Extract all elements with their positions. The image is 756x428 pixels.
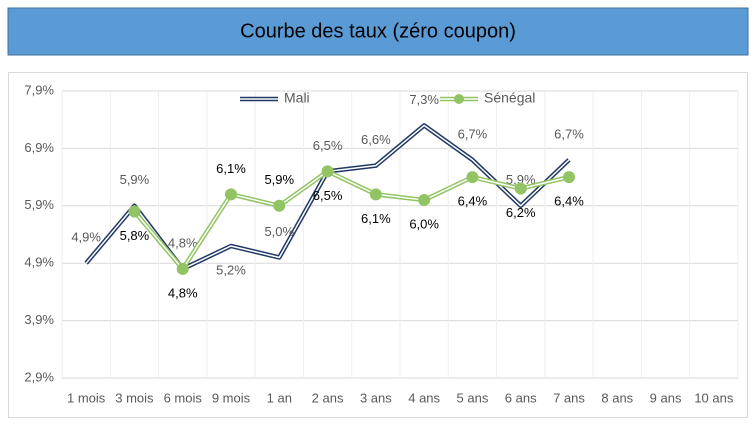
x-tick-label: 3 ans [360,390,392,405]
data-label: 6,6% [361,132,391,147]
x-tick-label: 4 ans [408,390,440,405]
legend-label: Mali [284,90,310,106]
series-line-inner [133,170,570,270]
data-label: 6,4% [554,194,584,209]
data-label: 6,1% [361,211,391,226]
point [176,262,189,275]
plot-frame [8,72,748,418]
data-label: 5,2% [216,262,246,277]
data-label: 5,9% [264,172,294,187]
x-tick-label: 10 ans [694,390,734,405]
x-tick-label: 9 ans [650,390,682,405]
point [466,171,479,184]
point [369,188,382,201]
x-tick-label: 8 ans [601,390,633,405]
data-label: 7,3% [409,92,439,107]
y-tick-label: 3,9% [24,312,54,327]
point [563,171,575,184]
data-label: 6,7% [458,126,488,141]
x-tick-label: 6 mois [164,390,203,405]
y-tick-label: 5,9% [24,197,54,212]
legend-marker [454,94,464,104]
y-tick-label: 4,9% [24,255,54,270]
data-label: 5,8% [120,228,150,243]
y-tick-label: 7,9% [24,82,54,97]
x-tick-label: 7 ans [553,390,585,405]
y-tick-label: 2,9% [24,369,54,384]
data-label: 6,0% [409,216,439,231]
x-tick-label: 1 mois [67,390,106,405]
data-label: 6,1% [216,161,246,176]
point [225,188,237,201]
x-tick-label: 1 an [267,390,292,405]
data-label: 6,2% [506,205,536,220]
legend-label: Sénégal [484,90,535,106]
y-tick-label: 6,9% [24,140,54,155]
x-tick-label: 9 mois [212,390,251,405]
data-label: 6,4% [458,194,488,209]
x-tick-label: 5 ans [457,390,489,405]
point [273,199,286,212]
x-tick-label: 6 ans [505,390,537,405]
x-tick-label: 3 mois [115,390,154,405]
data-label: 5,9% [506,172,536,187]
data-label: 6,7% [554,126,584,141]
title-bar [7,7,749,56]
point [514,182,527,195]
point [321,165,334,178]
data-label: 6,5% [313,138,343,153]
data-label: 4,8% [168,235,198,250]
x-tick-label: 2 ans [312,390,344,405]
data-label: 5,0% [264,224,294,239]
point [128,205,141,218]
data-label: 6,5% [313,188,343,203]
data-label: 5,9% [120,172,150,187]
point [418,194,431,207]
data-label: 4,8% [168,285,198,300]
data-label: 4,9% [71,230,101,245]
chart-title: Courbe des taux (zéro coupon) [240,20,516,42]
